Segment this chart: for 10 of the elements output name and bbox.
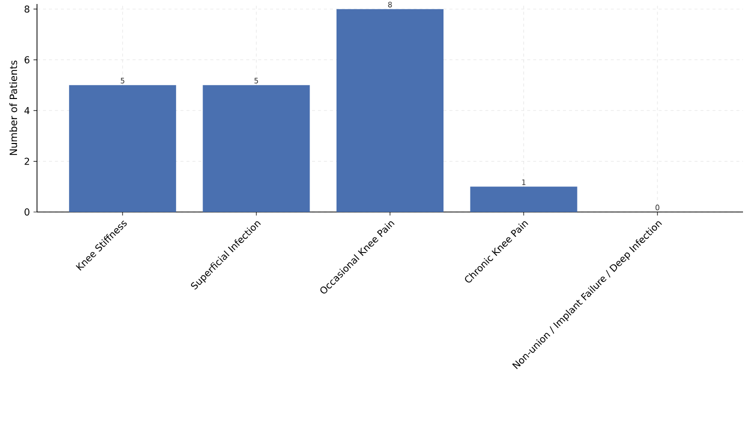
bar	[69, 85, 176, 212]
bar	[202, 85, 310, 212]
bar	[470, 186, 578, 212]
y-tick-label: 8	[24, 5, 30, 13]
y-tick-label: 0	[24, 208, 30, 216]
y-axis-title: Number of Patients	[9, 60, 18, 155]
y-tick-label: 4	[24, 107, 30, 114]
y-tick-label: 2	[24, 158, 30, 165]
bar	[336, 9, 444, 212]
y-tick-label: 6	[24, 56, 30, 64]
